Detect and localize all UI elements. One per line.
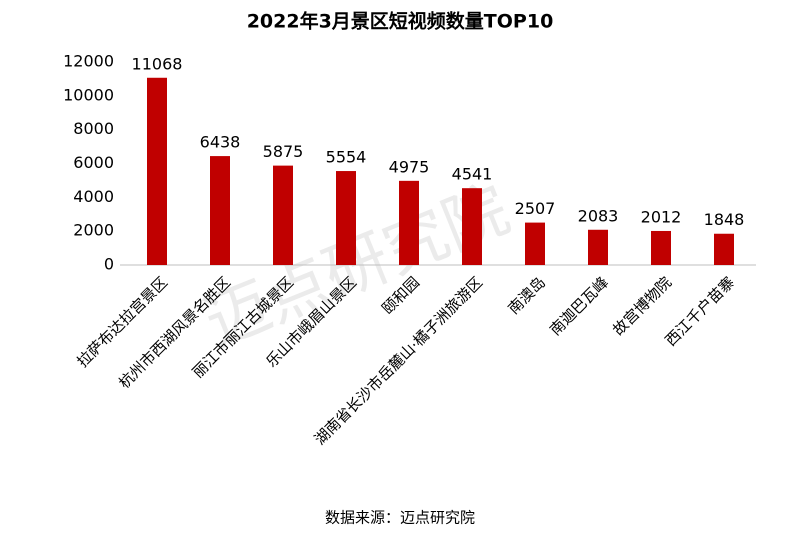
bar <box>273 165 293 265</box>
source-note: 数据来源：迈点研究院 <box>325 509 475 527</box>
x-tick-label: 南迦巴瓦峰 <box>546 273 612 339</box>
y-tick-label: 6000 <box>73 153 114 172</box>
bar <box>147 77 167 266</box>
bar <box>462 188 482 265</box>
value-label: 5554 <box>326 148 367 167</box>
bar <box>210 156 230 265</box>
bar <box>336 171 356 265</box>
bar <box>399 180 419 265</box>
value-label: 6438 <box>200 133 241 152</box>
value-label: 5875 <box>263 142 304 161</box>
y-tick-label: 10000 <box>63 85 114 104</box>
value-label: 2012 <box>641 207 682 226</box>
value-label: 4541 <box>452 165 493 184</box>
bar <box>714 233 734 265</box>
bar <box>588 229 608 265</box>
value-label: 2507 <box>515 199 556 218</box>
bar <box>651 230 671 265</box>
value-label: 11068 <box>132 54 183 73</box>
y-tick-label: 4000 <box>73 187 114 206</box>
bar <box>525 222 545 265</box>
chart-title: 2022年3月景区短视频数量TOP10 <box>247 10 554 33</box>
y-tick-label: 2000 <box>73 221 114 240</box>
y-tick-label: 0 <box>104 255 114 274</box>
value-label: 2083 <box>578 206 619 225</box>
y-tick-label: 12000 <box>63 52 114 71</box>
x-tick-label: 南澳岛 <box>504 273 549 318</box>
x-tick-label: 故宫博物院 <box>609 273 675 339</box>
value-label: 1848 <box>704 210 745 229</box>
value-label: 4975 <box>389 157 430 176</box>
y-tick-label: 8000 <box>73 119 114 138</box>
